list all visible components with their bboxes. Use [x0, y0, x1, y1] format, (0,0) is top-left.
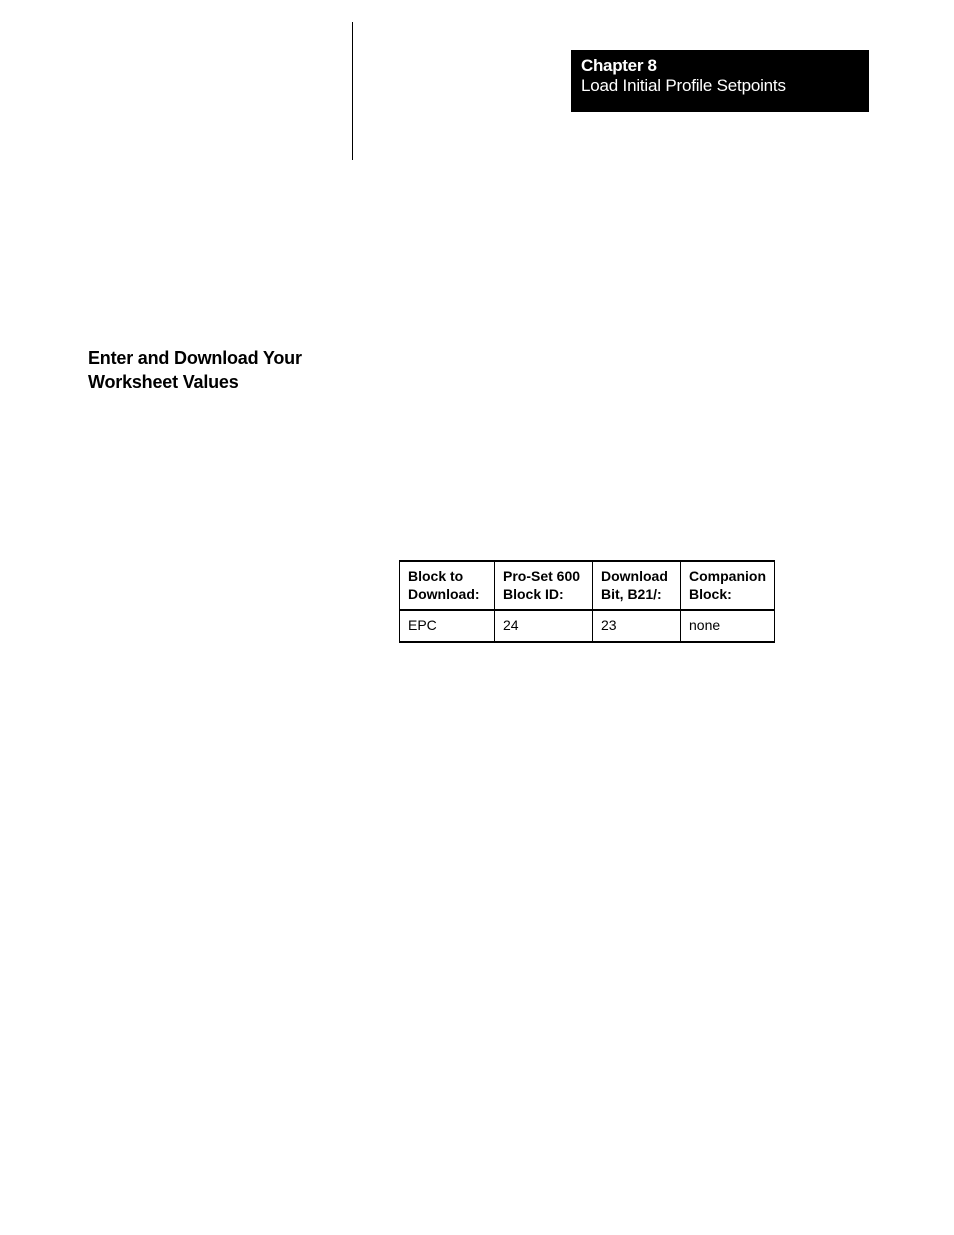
section-heading: Enter and Download Your Worksheet Values [88, 346, 348, 395]
table-header-cell: Download Bit, B21/: [593, 561, 681, 610]
header-line2: Block: [689, 586, 732, 602]
vertical-divider [352, 22, 353, 160]
header-line2: Block ID: [503, 586, 564, 602]
table-header-row: Block to Download: Pro-Set 600 Block ID:… [400, 561, 775, 610]
table-cell: EPC [400, 610, 495, 642]
table-header-cell: Pro-Set 600 Block ID: [495, 561, 593, 610]
chapter-title: Load Initial Profile Setpoints [581, 76, 859, 96]
table-cell: none [681, 610, 775, 642]
table-cell: 24 [495, 610, 593, 642]
header-line1: Companion [689, 568, 766, 584]
header-line2: Download: [408, 586, 480, 602]
header-line1: Pro-Set 600 [503, 568, 580, 584]
table-header-cell: Block to Download: [400, 561, 495, 610]
chapter-header-box: Chapter 8 Load Initial Profile Setpoints [571, 50, 869, 112]
table-cell: 23 [593, 610, 681, 642]
header-line1: Block to [408, 568, 463, 584]
chapter-label: Chapter 8 [581, 56, 859, 76]
header-line1: Download [601, 568, 668, 584]
header-line2: Bit, B21/: [601, 586, 662, 602]
table-header-cell: Companion Block: [681, 561, 775, 610]
download-block-table: Block to Download: Pro-Set 600 Block ID:… [399, 560, 775, 643]
table-row: EPC 24 23 none [400, 610, 775, 642]
